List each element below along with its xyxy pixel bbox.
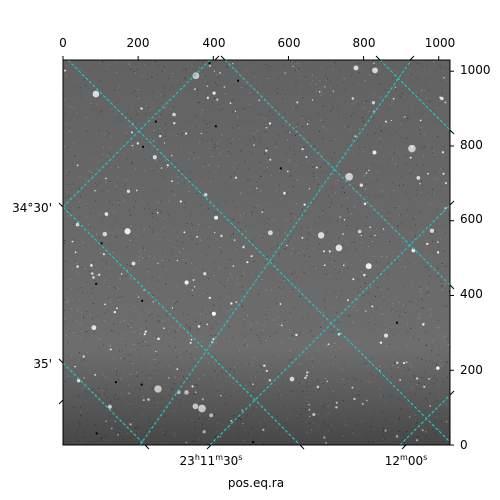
right-tick-label: 1000 <box>460 63 491 77</box>
ra-tick-label: 23h11m30s <box>180 453 243 468</box>
wcs-tick <box>409 55 415 61</box>
ra-minutes: 12 <box>385 454 400 468</box>
grid-line <box>63 362 146 445</box>
ra-minutes-unit: m <box>400 453 408 462</box>
right-tick-label: 600 <box>460 212 483 226</box>
dec-tick-label: 34°30' <box>12 201 52 215</box>
grid-line <box>224 60 450 286</box>
grid-line <box>399 394 450 445</box>
grid-line <box>139 61 411 445</box>
dec-tick-label: 35' <box>33 357 52 371</box>
ra-minutes-unit: m <box>215 453 223 462</box>
x-axis-title: pos.eq.ra <box>228 476 284 490</box>
top-tick-label: 0 <box>59 36 67 50</box>
wcs-tick <box>206 444 212 450</box>
top-tick-label: 800 <box>353 36 376 50</box>
axis-ticks <box>58 55 455 450</box>
ra-hours-unit: h <box>195 453 200 462</box>
wcs-tick <box>214 55 220 61</box>
grid-line <box>379 60 450 131</box>
wcs-tick <box>144 444 150 450</box>
ra-seconds: 30 <box>223 454 238 468</box>
sky-image <box>63 60 450 445</box>
wcs-tick <box>58 358 64 364</box>
ra-seconds: 00 <box>408 454 423 468</box>
grid-line <box>67 60 450 443</box>
wcs-tick <box>449 284 455 290</box>
ra-seconds-unit: s <box>238 453 242 462</box>
wcs-tick <box>449 200 455 206</box>
top-tick-label: 200 <box>127 36 150 50</box>
right-tick-label: 800 <box>460 138 483 152</box>
wcs-tick <box>375 55 381 61</box>
grid-line <box>63 206 301 445</box>
wcs-tick <box>58 202 64 208</box>
coordinate-grid <box>63 60 450 445</box>
wcs-tick <box>220 55 226 61</box>
right-tick-label: 0 <box>460 438 468 452</box>
ra-tick-label: 12m00s <box>385 453 428 468</box>
wcs-tick <box>299 444 305 450</box>
ra-hours: 23 <box>180 454 195 468</box>
top-tick-label: 1000 <box>425 36 456 50</box>
top-tick-label: 400 <box>203 36 226 50</box>
wcs-tick <box>449 129 455 135</box>
grid-line <box>63 60 211 208</box>
wcs-tick <box>449 390 455 396</box>
top-tick-label: 600 <box>278 36 301 50</box>
wcs-tick <box>401 444 407 450</box>
ra-minutes: 11 <box>200 454 215 468</box>
wcs-tick <box>58 399 64 405</box>
right-tick-label: 400 <box>460 287 483 301</box>
ra-seconds-unit: s <box>423 453 427 462</box>
right-tick-label: 200 <box>460 363 483 377</box>
plot-frame <box>62 59 451 446</box>
image-vignette <box>63 60 450 445</box>
